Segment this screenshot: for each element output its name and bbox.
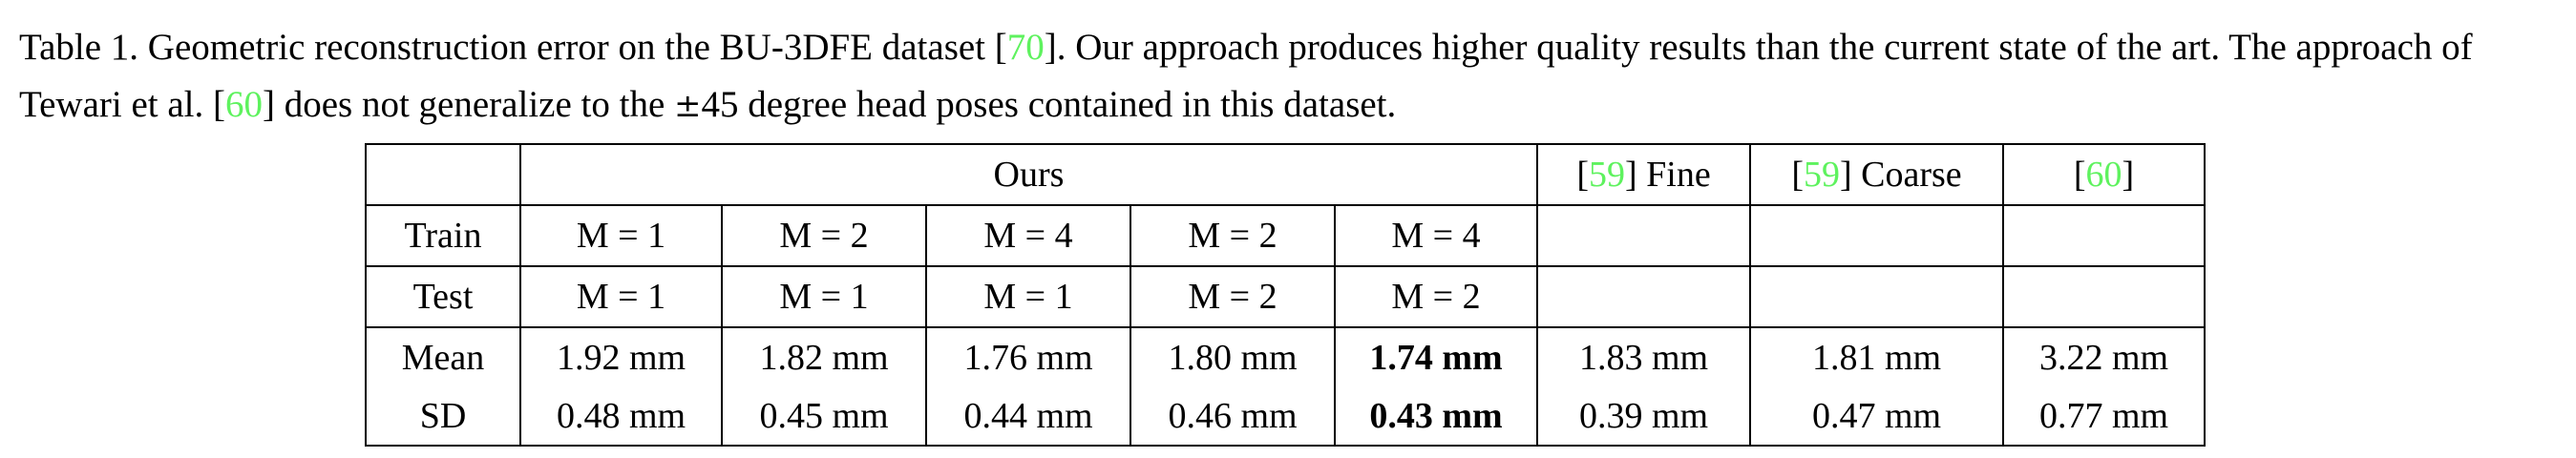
caption-text-1: Table 1. Geometric reconstruction error … — [19, 27, 1007, 68]
table-cell: 1.92 mm — [520, 327, 723, 387]
table-cell: M = 4 — [1335, 205, 1538, 267]
table-cell: 1.82 mm — [722, 327, 927, 387]
table-cell — [2003, 205, 2206, 267]
table-header-row: Ours [59] Fine [59] Coarse [60] — [365, 143, 2206, 206]
table-cell: 0.39 mm — [1537, 387, 1751, 447]
header-empty-cell — [365, 143, 521, 206]
table-cell: 0.44 mm — [926, 387, 1131, 447]
citation-link-59-fine[interactable]: 59 — [1588, 155, 1625, 195]
row-label-test: Test — [365, 266, 521, 328]
table-cell-best: 1.74 mm — [1335, 327, 1538, 387]
table-cell: 1.81 mm — [1750, 327, 2004, 387]
header-fine: [59] Fine — [1537, 143, 1751, 206]
table-cell: M = 1 — [520, 205, 723, 267]
results-table: Ours [59] Fine [59] Coarse [60] Train M … — [365, 143, 2206, 447]
table-cell-best: 0.43 mm — [1335, 387, 1538, 447]
table-cell: 3.22 mm — [2003, 327, 2206, 387]
table-cell — [1750, 266, 2004, 328]
header-fine-label: ] Fine — [1624, 155, 1711, 195]
caption-text-3: ] does not generalize to the — [263, 84, 674, 125]
caption-text-2: ]. Our approach produces higher quality … — [19, 27, 2473, 125]
table-cell: M = 1 — [926, 266, 1131, 328]
table-row-mean: Mean 1.92 mm 1.82 mm 1.76 mm 1.80 mm 1.7… — [365, 327, 2206, 387]
table-cell: 0.46 mm — [1130, 387, 1336, 447]
table-cell — [1750, 205, 2004, 267]
table-cell: M = 2 — [1335, 266, 1538, 328]
table-cell — [2003, 266, 2206, 328]
table-cell: 1.80 mm — [1130, 327, 1336, 387]
table-row-train: Train M = 1 M = 2 M = 4 M = 2 M = 4 — [365, 205, 2206, 267]
plus-minus-symbol: ± — [674, 87, 702, 125]
table-cell: 0.77 mm — [2003, 387, 2206, 447]
table-cell: 0.47 mm — [1750, 387, 2004, 447]
table-cell: M = 2 — [1130, 266, 1336, 328]
row-label-mean: Mean — [365, 327, 521, 387]
table-cell: M = 2 — [722, 205, 927, 267]
citation-link-60[interactable]: 60 — [225, 84, 263, 125]
table-cell: M = 1 — [520, 266, 723, 328]
table-cell — [1537, 205, 1751, 267]
citation-link-60-header[interactable]: 60 — [2085, 155, 2122, 195]
row-label-train: Train — [365, 205, 521, 267]
header-ours: Ours — [520, 143, 1538, 206]
citation-link-70[interactable]: 70 — [1006, 27, 1045, 68]
table-cell: 1.76 mm — [926, 327, 1131, 387]
table-cell: M = 2 — [1130, 205, 1336, 267]
table-cell: M = 1 — [722, 266, 927, 328]
table-cell: 0.48 mm — [520, 387, 723, 447]
table-cell: 1.83 mm — [1537, 327, 1751, 387]
table-cell: 0.45 mm — [722, 387, 927, 447]
header-tewari: [60] — [2003, 143, 2206, 206]
table-cell: M = 4 — [926, 205, 1131, 267]
header-coarse-label: ] Coarse — [1839, 155, 1962, 195]
table-row-sd: SD 0.48 mm 0.45 mm 0.44 mm 0.46 mm 0.43 … — [365, 387, 2206, 447]
table-row-test: Test M = 1 M = 1 M = 1 M = 2 M = 2 — [365, 266, 2206, 328]
table-cell — [1537, 266, 1751, 328]
header-coarse: [59] Coarse — [1750, 143, 2004, 206]
row-label-sd: SD — [365, 387, 521, 447]
citation-link-59-coarse[interactable]: 59 — [1803, 155, 1840, 195]
table-caption: Table 1. Geometric reconstruction error … — [19, 19, 2559, 135]
caption-text-4: 45 degree head poses contained in this d… — [701, 84, 1397, 125]
